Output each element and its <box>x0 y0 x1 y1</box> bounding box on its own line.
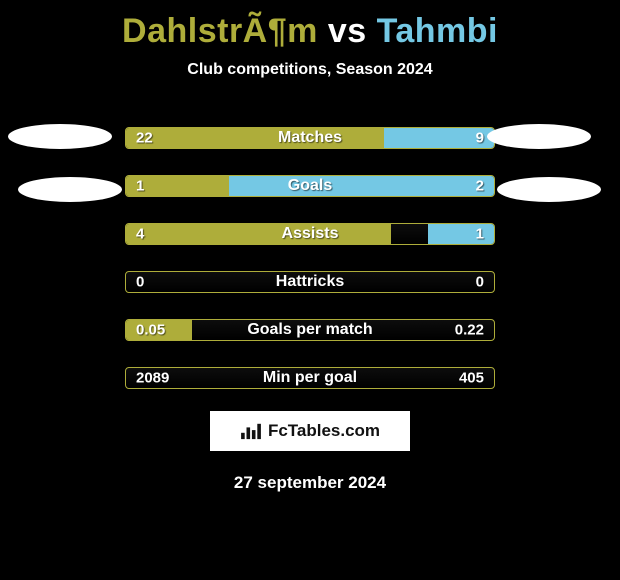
stat-fill-right <box>428 224 494 244</box>
player2-name: Tahmbi <box>377 12 498 50</box>
stat-value-right: 9 <box>476 130 484 147</box>
stat-label: Assists <box>282 225 339 243</box>
stat-value-left: 1 <box>136 178 144 195</box>
bars-icon <box>240 422 262 440</box>
stat-value-right: 0.22 <box>455 322 484 339</box>
player1-name: DahlstrÃ¶m <box>122 12 318 50</box>
stat-row: 0.05 0.22 Goals per match <box>125 319 495 341</box>
stat-value-right: 0 <box>476 274 484 291</box>
subtitle: Club competitions, Season 2024 <box>0 61 620 79</box>
source-badge[interactable]: FcTables.com <box>210 411 410 451</box>
stat-value-left: 2089 <box>136 370 169 387</box>
stat-fill-right <box>229 176 494 196</box>
stats-bars: 22 9 Matches 1 2 Goals 4 1 Assists 0 0 Hattricks 0.0… <box>125 127 495 389</box>
stat-value-right: 1 <box>476 226 484 243</box>
stat-fill-left <box>126 224 391 244</box>
stat-value-left: 4 <box>136 226 144 243</box>
stat-row: 4 1 Assists <box>125 223 495 245</box>
date-label: 27 september 2024 <box>0 473 620 493</box>
stat-value-left: 22 <box>136 130 153 147</box>
stat-row: 1 2 Goals <box>125 175 495 197</box>
stat-row: 0 0 Hattricks <box>125 271 495 293</box>
stat-value-right: 405 <box>459 370 484 387</box>
stat-row: 22 9 Matches <box>125 127 495 149</box>
stat-label: Min per goal <box>263 369 357 387</box>
stat-value-left: 0 <box>136 274 144 291</box>
avatar-right-top <box>487 124 591 149</box>
avatar-left-bot <box>18 177 122 202</box>
stat-label: Hattricks <box>276 273 344 291</box>
stat-label: Goals per match <box>247 321 372 339</box>
avatar-left-top <box>8 124 112 149</box>
stat-label: Goals <box>288 177 332 195</box>
source-badge-text: FcTables.com <box>268 421 380 441</box>
stat-row: 2089 405 Min per goal <box>125 367 495 389</box>
stat-value-left: 0.05 <box>136 322 165 339</box>
stat-value-right: 2 <box>476 178 484 195</box>
stat-fill-left <box>126 128 384 148</box>
stat-label: Matches <box>278 129 342 147</box>
vs-label: vs <box>318 12 377 50</box>
avatar-right-bot <box>497 177 601 202</box>
page-title: DahlstrÃ¶m vs Tahmbi <box>0 0 620 51</box>
